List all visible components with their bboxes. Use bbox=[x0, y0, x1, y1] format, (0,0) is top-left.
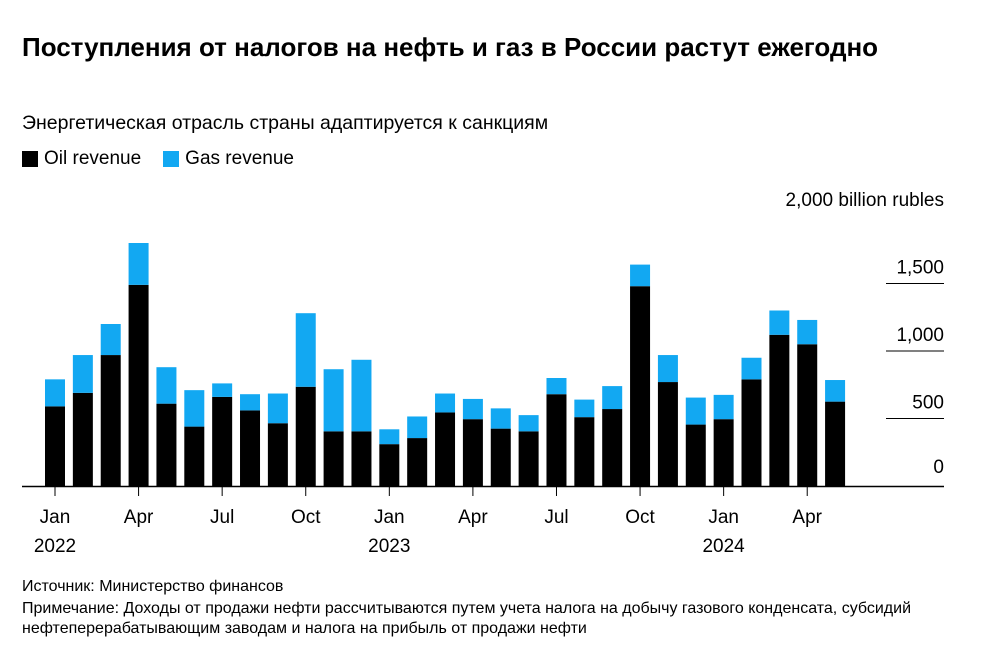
bar-gas-2023-09 bbox=[602, 386, 623, 410]
bar-gas-2023-07 bbox=[546, 378, 567, 395]
x-tick-label-2023-10: Oct bbox=[625, 507, 655, 528]
y-tick-label-1000: 1,000 bbox=[896, 325, 944, 346]
legend-label-oil: Oil revenue bbox=[44, 148, 142, 169]
x-year-label-2023: 2023 bbox=[368, 536, 410, 557]
bar-gas-2023-01 bbox=[379, 429, 400, 445]
bar-gas-2024-05 bbox=[825, 380, 846, 402]
bar-gas-2023-03 bbox=[435, 393, 456, 413]
bar-oil-2022-06 bbox=[184, 426, 205, 486]
bar-gas-2024-02 bbox=[741, 357, 762, 380]
bar-gas-2022-03 bbox=[100, 324, 121, 356]
bar-gas-2023-02 bbox=[407, 416, 428, 439]
bar-oil-2022-03 bbox=[100, 355, 121, 486]
x-tick-label-2024-04: Apr bbox=[792, 507, 822, 528]
x-tick-label-2022-01: Jan bbox=[40, 507, 71, 528]
x-tick-label-2023-04: Apr bbox=[458, 507, 488, 528]
legend-item-gas: Gas revenue bbox=[163, 147, 294, 171]
x-tick-label-2022-04: Apr bbox=[124, 507, 154, 528]
bar-gas-2023-06 bbox=[518, 415, 539, 432]
bar-oil-2024-01 bbox=[713, 419, 734, 486]
bar-oil-2023-10 bbox=[630, 286, 651, 486]
bar-gas-2022-06 bbox=[184, 390, 205, 427]
bar-oil-2022-10 bbox=[295, 386, 316, 486]
bar-oil-2024-03 bbox=[769, 334, 790, 486]
bar-oil-2023-02 bbox=[407, 438, 428, 486]
bar-gas-2022-09 bbox=[267, 393, 288, 424]
x-tick-label-2022-07: Jul bbox=[210, 507, 234, 528]
chart-title: Поступления от налогов на нефть и газ в … bbox=[22, 32, 879, 62]
bar-oil-2024-05 bbox=[825, 401, 846, 486]
bar-oil-2022-02 bbox=[72, 392, 93, 486]
bar-oil-2023-12 bbox=[685, 424, 706, 486]
bar-oil-2022-04 bbox=[128, 284, 149, 486]
bar-gas-2023-04 bbox=[462, 398, 483, 420]
legend: Oil revenue Gas revenue bbox=[22, 147, 294, 171]
x-tick-label-2023-07: Jul bbox=[544, 507, 568, 528]
bar-oil-2022-12 bbox=[351, 431, 372, 486]
y-tick-label-1500: 1,500 bbox=[896, 258, 944, 279]
y-tick-label-0: 0 bbox=[933, 457, 944, 478]
bar-gas-2023-08 bbox=[574, 399, 595, 418]
bar-oil-2022-01 bbox=[45, 406, 65, 486]
x-tick-label-2023-01: Jan bbox=[374, 507, 405, 528]
bar-oil-2023-01 bbox=[379, 444, 400, 486]
bar-oil-2023-08 bbox=[574, 417, 595, 486]
x-year-label-2022: 2022 bbox=[34, 536, 76, 557]
bar-oil-2023-05 bbox=[490, 428, 511, 486]
bar-oil-2023-06 bbox=[518, 431, 539, 486]
x-tick-label-2024-01: Jan bbox=[708, 507, 739, 528]
bar-gas-2022-01 bbox=[45, 379, 65, 407]
bar-oil-2022-05 bbox=[156, 403, 177, 486]
bar-gas-2023-05 bbox=[490, 408, 511, 429]
legend-label-gas: Gas revenue bbox=[185, 148, 294, 169]
y-tick-label-2000: 2,000 billion rubles bbox=[786, 190, 944, 211]
bar-oil-2023-04 bbox=[462, 419, 483, 486]
bar-gas-2023-12 bbox=[685, 397, 706, 425]
bar-oil-2023-03 bbox=[435, 412, 456, 486]
bar-oil-2022-11 bbox=[323, 431, 344, 486]
bar-gas-2024-03 bbox=[769, 310, 790, 335]
legend-swatch-oil bbox=[22, 151, 38, 167]
bar-oil-2024-04 bbox=[797, 344, 818, 486]
bar-oil-2024-02 bbox=[741, 379, 762, 486]
bar-oil-2022-08 bbox=[240, 410, 261, 486]
bar-gas-2022-10 bbox=[295, 313, 316, 387]
bar-oil-2023-09 bbox=[602, 409, 623, 486]
bar-gas-2024-04 bbox=[797, 319, 818, 345]
x-tick-label-2022-10: Oct bbox=[291, 507, 321, 528]
bar-gas-2024-01 bbox=[713, 394, 734, 420]
method-note: Примечание: Доходы от продажи нефти расс… bbox=[22, 600, 912, 637]
bar-gas-2022-07 bbox=[212, 383, 233, 397]
bar-gas-2022-11 bbox=[323, 369, 344, 432]
bar-oil-2022-07 bbox=[212, 396, 233, 486]
source-note: Источник: Министерство финансов bbox=[22, 578, 284, 595]
bar-gas-2023-10 bbox=[630, 264, 651, 287]
bar-oil-2023-11 bbox=[657, 382, 678, 486]
x-year-label-2024: 2024 bbox=[702, 536, 745, 557]
bar-gas-2022-12 bbox=[351, 359, 372, 432]
y-tick-label-500: 500 bbox=[912, 393, 944, 414]
bar-gas-2022-02 bbox=[72, 355, 93, 393]
bar-oil-2022-09 bbox=[267, 423, 288, 486]
bar-oil-2023-07 bbox=[546, 394, 567, 486]
bar-gas-2022-08 bbox=[240, 394, 261, 411]
chart-subtitle: Энергетическая отрасль страны адаптирует… bbox=[22, 112, 549, 134]
bar-gas-2023-11 bbox=[657, 355, 678, 383]
legend-item-oil: Oil revenue bbox=[22, 147, 141, 171]
bar-gas-2022-05 bbox=[156, 367, 177, 404]
legend-swatch-gas bbox=[163, 151, 180, 167]
bar-gas-2022-04 bbox=[128, 243, 149, 285]
